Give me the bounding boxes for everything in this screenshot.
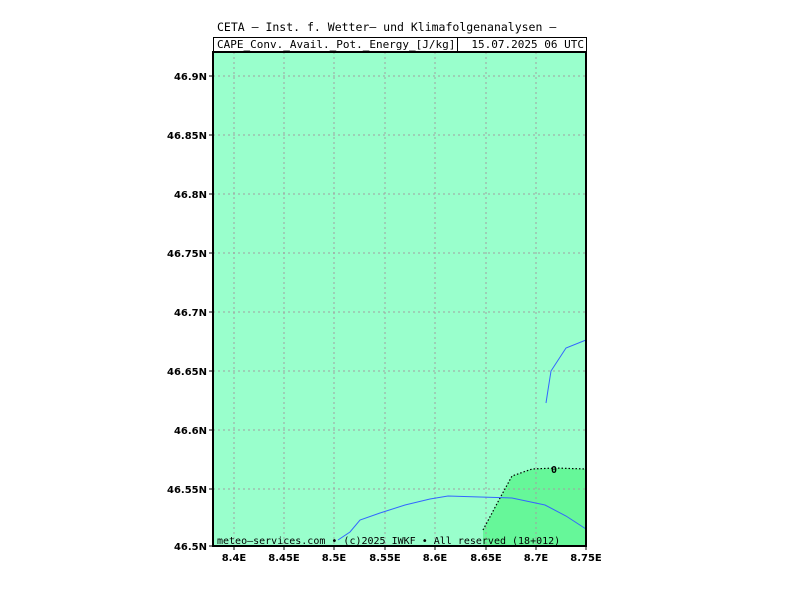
longitude-labels: 8.4E 8.45E 8.5E 8.55E 8.6E 8.65E 8.7E 8.…	[222, 553, 602, 564]
lat-label: 46.55N	[167, 485, 207, 496]
subtitle-divider	[457, 38, 458, 51]
lake-shore-east	[545, 339, 587, 404]
lat-label: 46.9N	[174, 72, 207, 83]
lat-label: 46.85N	[167, 131, 207, 142]
lon-label: 8.45E	[268, 553, 300, 564]
lon-label: 8.65E	[470, 553, 502, 564]
tick-marks	[209, 75, 587, 550]
coastlines	[337, 339, 587, 541]
latitude-labels: 46.9N 46.85N 46.8N 46.75N 46.7N 46.65N 4…	[167, 72, 207, 553]
field-label: CAPE_Conv._Avail._Pot._Energy_[J/kg]	[217, 38, 456, 51]
cape-positive-area	[483, 468, 586, 546]
lat-label: 46.5N	[174, 542, 207, 553]
lon-label: 8.75E	[570, 553, 602, 564]
lake-shore-south	[337, 495, 587, 541]
gridlines	[213, 52, 586, 546]
map-title: CETA — Inst. f. Wetter— und Klimafolgena…	[217, 20, 557, 34]
lat-label: 46.7N	[174, 308, 207, 319]
credit-text: meteo—services.com • (c)2025 IWKF • All …	[217, 536, 560, 547]
map-frame	[212, 51, 587, 547]
lon-label: 8.6E	[423, 553, 448, 564]
lat-label: 46.75N	[167, 249, 207, 260]
lon-label: 8.7E	[524, 553, 549, 564]
lat-label: 46.65N	[167, 367, 207, 378]
valid-time-label: 15.07.2025 06 UTC	[471, 38, 584, 51]
lat-label: 46.6N	[174, 426, 207, 437]
lat-label: 46.8N	[174, 190, 207, 201]
lon-label: 8.4E	[222, 553, 247, 564]
lon-label: 8.5E	[322, 553, 347, 564]
field-background	[213, 52, 586, 546]
contour-label: 0	[551, 465, 557, 476]
lon-label: 8.55E	[369, 553, 401, 564]
